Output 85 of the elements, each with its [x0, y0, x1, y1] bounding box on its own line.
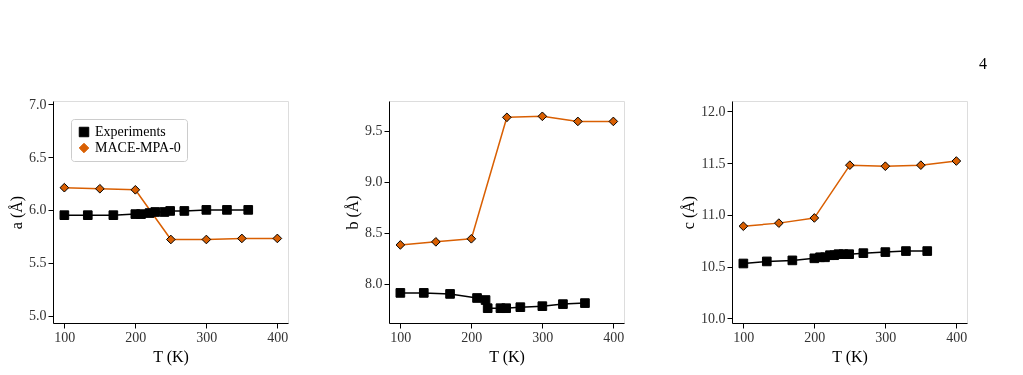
point: [761, 256, 772, 267]
x-tick-label: 200: [804, 329, 826, 345]
point: [108, 210, 119, 220]
x-axis-title: T (K): [153, 347, 189, 366]
x-tick-label: 400: [603, 329, 625, 345]
point: [922, 246, 933, 256]
point: [395, 240, 406, 250]
point: [272, 233, 283, 244]
point: [580, 298, 590, 308]
y-tick-label: 12.0: [701, 103, 726, 119]
point: [845, 160, 855, 170]
x-tick-label: 200: [125, 329, 147, 345]
y-tick-label: 7.0: [29, 96, 47, 112]
y-tick-label: 11.5: [701, 155, 726, 171]
point: [738, 258, 749, 269]
x-axis-title: T (K): [832, 347, 868, 366]
point: [237, 233, 247, 244]
point: [222, 205, 232, 215]
point: [501, 303, 511, 314]
point: [844, 249, 854, 259]
point: [136, 209, 146, 219]
y-tick-label: 8.0: [365, 276, 383, 292]
x-tick-label: 300: [532, 329, 554, 345]
point: [880, 161, 891, 172]
point: [787, 255, 798, 266]
x-tick-label: 300: [196, 329, 218, 345]
x-axis-title: T (K): [489, 347, 525, 366]
point: [243, 205, 254, 215]
y-tick-label: 8.5: [365, 225, 383, 241]
point: [445, 289, 455, 299]
y-tick-label: 10.0: [701, 310, 726, 326]
point: [537, 301, 548, 311]
point: [901, 246, 911, 256]
y-tick-label: 10.5: [701, 259, 726, 275]
y-axis-title: b (Å): [344, 195, 362, 230]
y-tick-label: 11.0: [701, 207, 726, 223]
point: [774, 218, 784, 228]
point: [130, 184, 141, 195]
point: [165, 206, 175, 216]
x-tick-label: 200: [461, 329, 483, 345]
point: [515, 302, 526, 313]
point: [951, 156, 962, 166]
y-tick-label: 5.0: [29, 308, 47, 324]
point: [179, 206, 190, 216]
point: [166, 234, 176, 245]
point: [738, 221, 749, 232]
y-tick-label: 9.0: [365, 174, 383, 190]
x-tick-label: 100: [733, 329, 755, 345]
x-tick-label: 400: [267, 329, 289, 345]
point: [431, 237, 441, 247]
point: [82, 210, 93, 220]
point: [95, 183, 105, 194]
point: [466, 233, 477, 244]
point: [201, 234, 212, 245]
point: [573, 116, 583, 127]
point: [59, 182, 70, 193]
text: 4: [979, 55, 987, 72]
y-tick-label: 9.5: [365, 123, 383, 139]
point: [201, 205, 212, 215]
point: [916, 160, 926, 170]
point: [880, 247, 891, 257]
y-tick-label: 6.0: [29, 202, 47, 218]
y-tick-label: 6.5: [29, 149, 47, 165]
y-axis-title: a (Å): [8, 195, 26, 230]
x-tick-label: 400: [946, 329, 968, 345]
point: [395, 288, 406, 298]
legend-label: MACE-MPA-0: [95, 140, 181, 155]
legend-label: Experiments: [95, 124, 166, 139]
point: [558, 299, 568, 309]
y-tick-label: 5.5: [29, 255, 47, 271]
point: [150, 207, 161, 217]
point: [482, 303, 493, 314]
point: [480, 295, 491, 305]
point: [502, 112, 512, 123]
point: [809, 213, 820, 223]
point: [59, 210, 70, 220]
y-axis-title: c (Å): [680, 195, 698, 230]
x-tick-label: 100: [54, 329, 76, 345]
x-tick-label: 300: [875, 329, 897, 345]
x-tick-label: 100: [390, 329, 412, 345]
point: [608, 116, 619, 127]
point: [418, 288, 429, 298]
point: [472, 293, 482, 303]
point: [537, 111, 548, 122]
point: [858, 248, 869, 258]
